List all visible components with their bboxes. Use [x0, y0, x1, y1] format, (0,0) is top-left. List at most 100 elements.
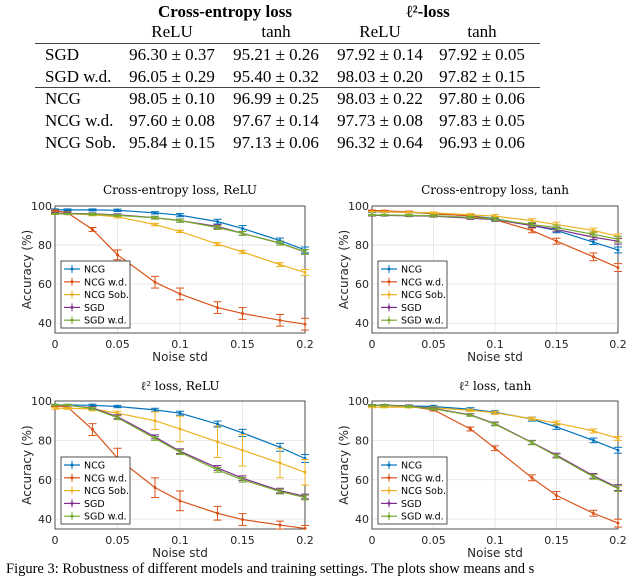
table-rule [35, 43, 540, 45]
x-axis-label: Noise std [152, 546, 208, 560]
y-axis-label: Accuracy (%) [337, 230, 351, 309]
series-line [55, 209, 306, 251]
data-point [178, 499, 182, 503]
data-point [432, 407, 435, 411]
data-point [153, 211, 157, 215]
data-point [66, 403, 69, 407]
data-point [616, 448, 620, 452]
data-point [216, 440, 219, 444]
series-sgd-w-d- [51, 212, 309, 255]
data-point [178, 219, 182, 223]
y-tick-label: 100 [31, 395, 52, 408]
data-point [66, 212, 69, 216]
x-tick-label: 0.05 [421, 338, 446, 351]
legend-item: SGD [381, 499, 422, 510]
table-cell: 97.60 ± 0.08 [129, 111, 215, 130]
table-cell: 96.32 ± 0.64 [337, 133, 423, 152]
legend-marker [387, 293, 391, 297]
data-point [178, 213, 182, 217]
data-point [91, 406, 94, 410]
data-point [241, 518, 244, 522]
series-line [372, 406, 619, 439]
series-line [372, 404, 619, 490]
legend-label: SGD [401, 303, 422, 314]
data-point [241, 311, 244, 315]
data-point [591, 240, 595, 244]
legend-label: NCG w.d. [84, 473, 127, 484]
series-line [54, 404, 306, 530]
data-point [303, 270, 307, 274]
y-tick-label: 60 [38, 278, 52, 291]
row-label: NCG [45, 89, 81, 108]
data-point [468, 213, 472, 217]
legend-label: NCG [401, 265, 422, 276]
data-point [616, 237, 620, 241]
x-tick-label: 0.2 [609, 534, 627, 547]
data-point [370, 403, 374, 407]
data-point [432, 211, 435, 215]
legend-marker [70, 514, 74, 518]
legend-marker [387, 463, 391, 467]
x-tick-label: 0.2 [609, 338, 627, 351]
data-point [303, 322, 307, 326]
series-line [55, 404, 306, 460]
table-cell: 96.30 ± 0.37 [129, 45, 215, 64]
group-header-l2: ℓ²-loss [406, 2, 450, 21]
legend-marker [387, 267, 391, 271]
x-tick-label: 0.1 [171, 338, 189, 351]
legend-item: SGD [64, 303, 105, 314]
x-tick-label: 0.05 [105, 534, 130, 547]
data-point [241, 431, 244, 435]
series-ncg-w-d- [51, 404, 309, 530]
series-line [371, 211, 619, 237]
chart-title: ℓ² loss, ReLU [141, 379, 220, 393]
table-cell: 98.03 ± 0.20 [337, 67, 423, 86]
data-point [216, 225, 219, 229]
legend-label: SGD w.d. [84, 316, 127, 327]
data-point [303, 526, 307, 530]
data-point [493, 422, 497, 426]
data-point [493, 217, 497, 221]
y-axis-label: Accuracy (%) [20, 230, 34, 309]
data-point [91, 428, 94, 432]
data-point [278, 523, 282, 527]
legend-label: NCG Sob. [401, 290, 446, 301]
legend-item: SGD w.d. [64, 512, 127, 523]
table-cell: 95.21 ± 0.26 [233, 45, 319, 64]
data-point [555, 454, 558, 458]
y-tick-label: 60 [355, 474, 369, 487]
data-point [178, 450, 182, 454]
x-tick-label: 0.15 [544, 534, 569, 547]
chart-3: 0 0.05 0.1 0.15 0.2 40 60 80 100 ℓ² loss, ReLU Noi… [20, 379, 314, 560]
data-point [91, 212, 94, 216]
series-sgd-w-d- [51, 403, 309, 501]
data-point [591, 438, 595, 442]
data-point [116, 416, 119, 420]
table-cell: 98.05 ± 0.10 [129, 89, 215, 108]
legend-item: NCG Sob. [64, 486, 129, 497]
x-tick-label: 0.05 [105, 338, 130, 351]
data-point [555, 494, 558, 498]
legend-marker [70, 305, 74, 309]
data-point [616, 248, 620, 252]
data-point [407, 210, 411, 214]
data-point [303, 250, 307, 254]
data-point [555, 425, 558, 429]
data-point [616, 521, 620, 525]
table-cell: 96.93 ± 0.06 [439, 133, 525, 152]
data-point [493, 411, 497, 415]
data-point [91, 208, 94, 212]
legend-item: SGD [381, 303, 422, 314]
data-point [407, 213, 411, 217]
series-sgd-w-d- [368, 213, 622, 243]
data-point [116, 208, 119, 212]
legend-marker [387, 318, 391, 322]
data-point [493, 214, 497, 218]
data-point [53, 212, 57, 216]
data-point [493, 446, 497, 450]
data-point [216, 422, 219, 426]
y-tick-label: 80 [38, 239, 52, 252]
y-tick-label: 100 [348, 200, 369, 213]
